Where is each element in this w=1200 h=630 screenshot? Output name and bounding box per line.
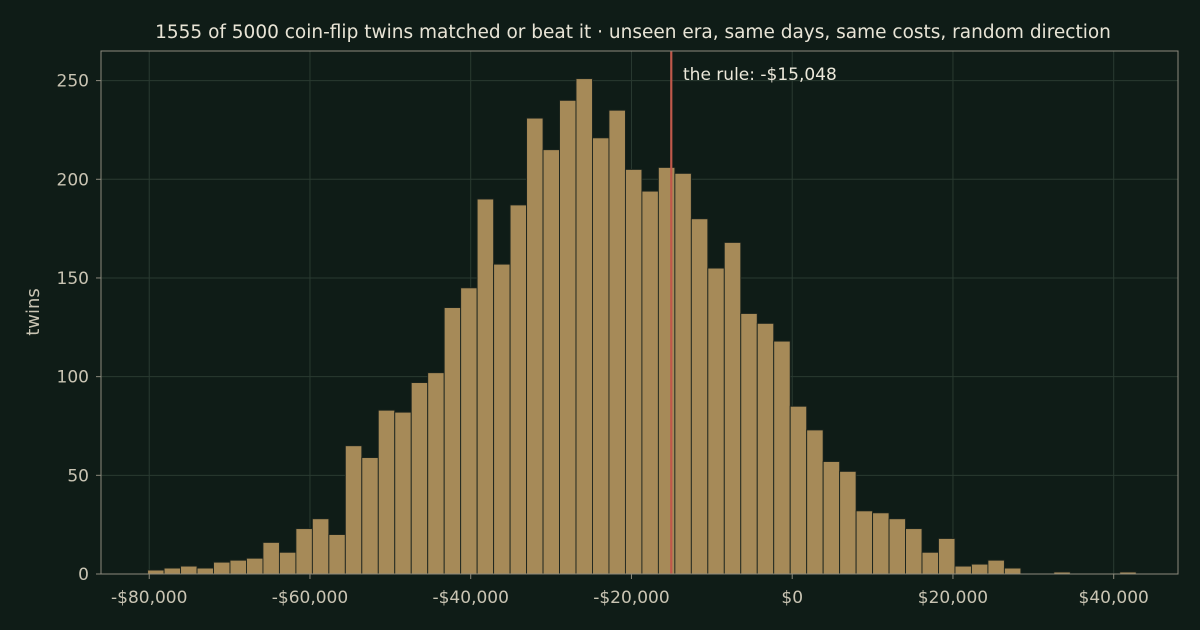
x-tick-label: -$80,000: [111, 588, 187, 608]
histogram-bar: [476, 198, 495, 575]
histogram-bar: [592, 137, 610, 575]
x-tick-label: -$60,000: [272, 588, 348, 608]
histogram-bar: [970, 563, 989, 575]
histogram-bars: [147, 78, 1137, 575]
y-tick-label: 50: [67, 466, 89, 486]
histogram-bar: [888, 518, 906, 575]
y-tick-label: 100: [57, 368, 89, 388]
histogram-bar: [147, 569, 165, 575]
histogram-bar: [905, 528, 923, 575]
histogram-bar: [443, 307, 462, 575]
histogram-bar: [855, 510, 874, 575]
histogram-bar: [921, 551, 939, 575]
histogram-bar: [509, 204, 528, 575]
histogram-bar: [377, 409, 396, 575]
x-tick-label: $0: [781, 588, 803, 608]
y-tick-label: 200: [57, 170, 89, 190]
histogram-bar: [163, 567, 182, 575]
histogram-bar: [394, 411, 412, 575]
histogram-bar: [872, 512, 890, 575]
histogram-bar: [344, 445, 363, 575]
histogram-bar: [1003, 567, 1022, 575]
y-tick-label: 0: [78, 565, 89, 585]
y-tick-label: 250: [57, 72, 89, 92]
histogram-bar: [756, 322, 775, 575]
histogram-bar: [938, 538, 956, 575]
plot-frame: [100, 50, 1179, 575]
histogram-bar: [213, 561, 231, 575]
x-tick-label: -$20,000: [593, 588, 669, 608]
histogram-bar: [839, 470, 857, 575]
reference-line-label: the rule: -$15,048: [683, 65, 837, 85]
histogram-bar: [311, 518, 330, 575]
histogram-bar: [657, 166, 676, 575]
histogram-bar: [410, 382, 429, 575]
histogram-bar: [460, 287, 478, 575]
axes: -$80,000 -$60,000 -$40,000 -$20,000 $0 $20,00…: [57, 50, 1179, 608]
histogram-bar: [493, 263, 511, 575]
x-tick-label: -$40,000: [432, 588, 508, 608]
histogram-bar: [328, 534, 346, 575]
histogram-bar: [954, 565, 972, 575]
histogram-bar: [624, 168, 643, 575]
chart-title: 1555 of 5000 coin-flip twins matched or …: [155, 22, 1111, 43]
histogram-bar: [526, 117, 544, 575]
histogram-bar: [789, 405, 808, 575]
histogram-bar: [262, 541, 280, 575]
histogram-bar: [674, 172, 692, 575]
histogram-bar: [246, 557, 264, 575]
histogram-bar: [575, 78, 593, 575]
histogram-bar: [542, 149, 560, 575]
histogram-bar: [196, 567, 214, 575]
histogram-bar: [559, 99, 577, 575]
histogram-bar: [180, 565, 198, 575]
histogram-bar: [361, 457, 379, 575]
histogram-bar: [641, 190, 659, 575]
chart-text: 1555 of 5000 coin-flip twins matched or …: [23, 22, 1111, 336]
histogram-bar: [987, 559, 1005, 575]
histogram-bar: [295, 528, 313, 575]
y-tick-label: 150: [57, 269, 89, 289]
x-tick-label: $20,000: [918, 588, 988, 608]
histogram-bar: [773, 340, 791, 575]
x-tick-label: $40,000: [1079, 588, 1149, 608]
histogram-bar: [229, 559, 247, 575]
histogram-bar: [608, 109, 626, 575]
histogram-bar: [427, 372, 445, 575]
histogram-bar: [707, 267, 725, 575]
histogram-bar: [740, 313, 758, 575]
histogram-bar: [278, 551, 297, 575]
histogram-bar: [822, 461, 841, 575]
histogram-bar: [806, 429, 824, 575]
histogram-bar: [723, 241, 742, 575]
y-axis-label: twins: [23, 288, 44, 336]
histogram-bar: [690, 218, 709, 575]
